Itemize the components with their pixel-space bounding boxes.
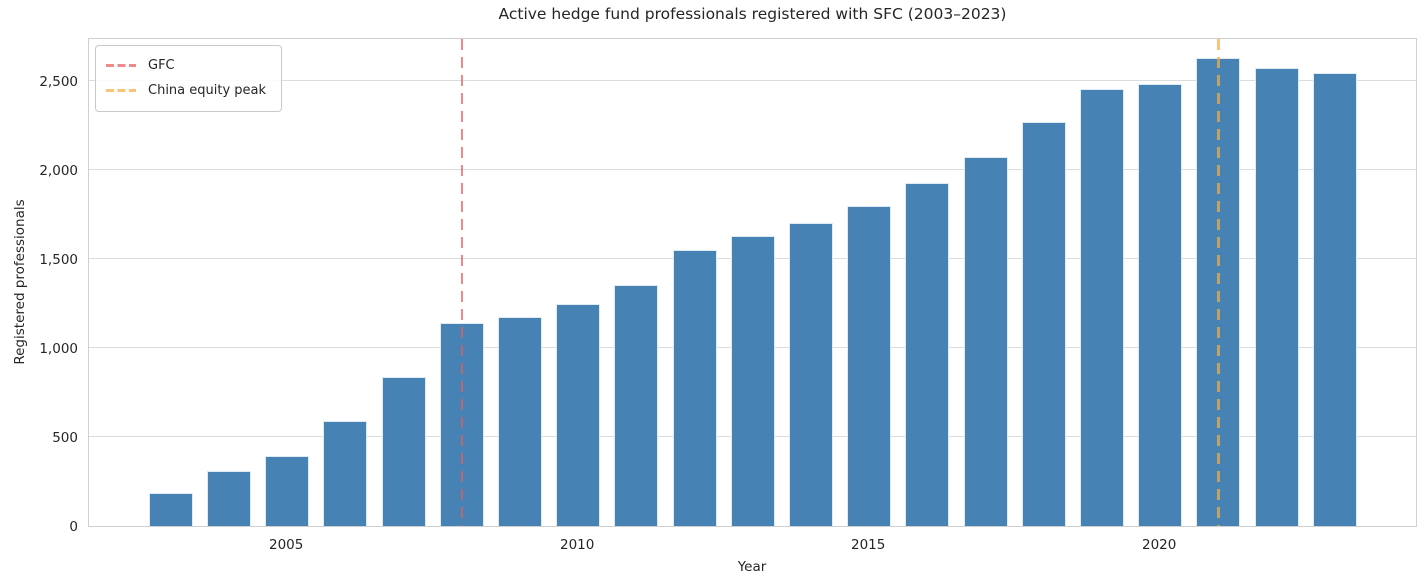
china-equity-peak-line [1217,39,1220,526]
bar-2014 [789,223,833,526]
bar-2009 [498,316,542,526]
bar-2019 [1080,88,1124,526]
chart-title: Active hedge fund professionals register… [498,5,1007,23]
legend-item-label: GFC [148,58,175,73]
y-tick-label-2000: 2,000 [39,162,78,179]
legend: GFC China equity peak [95,45,283,112]
x-tick-label-2010: 2010 [560,537,595,553]
gridline-y-2000 [89,169,1416,171]
bar-2006 [323,420,368,526]
plot-area: GFC China equity peak [88,38,1417,527]
y-tick-label-1500: 1,500 [39,251,78,268]
bar-2013 [730,235,775,526]
bar-2017 [963,157,1008,526]
legend-dash-sample-icon [106,89,136,92]
legend-dash-sample-icon [106,64,136,67]
bar-2022 [1254,68,1299,526]
bar-2007 [381,377,426,526]
x-tick-label-2020: 2020 [1142,537,1177,553]
y-tick-label-1000: 1,000 [39,340,78,357]
x-tick-label-2015: 2015 [851,537,886,553]
bar-2011 [614,284,659,526]
bar-2020 [1138,84,1183,526]
bar-2015 [847,206,892,526]
bar-2018 [1021,121,1066,526]
y-tick-label-0: 0 [69,519,78,535]
bar-2016 [905,183,950,526]
bar-2012 [672,249,717,526]
bar-2004 [207,470,251,526]
gridline-y-2500 [89,80,1416,82]
bar-2003 [148,493,193,526]
legend-item-gfc: GFC [106,53,266,78]
bar-2010 [556,304,601,526]
legend-item-china-equity-peak: China equity peak [106,78,266,103]
y-tick-label-500: 500 [52,429,78,446]
y-tick-label-2500: 2,500 [39,73,78,90]
bar-2005 [265,455,310,526]
x-tick-label-2005: 2005 [269,537,304,553]
x-axis-label: Year [737,559,767,575]
bar-2023 [1312,72,1357,526]
legend-item-label: China equity peak [148,83,267,98]
gfc-line [460,39,464,526]
